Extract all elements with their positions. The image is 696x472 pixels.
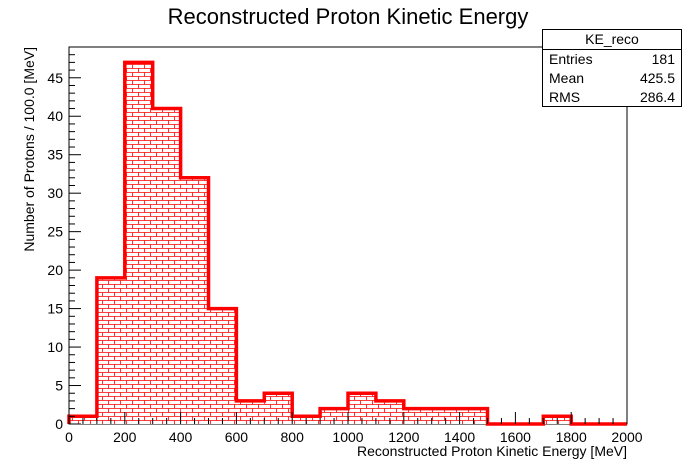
x-axis-label: Reconstructed Proton Kinetic Energy [MeV… [357,443,627,459]
y-tick-label: 5 [55,378,63,394]
histogram-bin [459,408,488,424]
x-tick-label: 800 [281,429,305,445]
y-tick-label: 15 [47,301,63,317]
x-tick-label: 400 [169,429,193,445]
stats-mean-row: Mean 425.5 [543,69,681,88]
y-tick-label: 0 [55,416,63,432]
y-tick-label: 25 [47,224,63,240]
histogram-bin [431,408,460,424]
y-tick-label: 40 [47,108,63,124]
histogram-bin [208,308,237,424]
y-tick-label: 45 [47,70,63,86]
histogram-bin [96,277,125,424]
histogram-bin [152,108,181,424]
histogram-bin [124,62,153,424]
x-tick-label: 1200 [388,429,419,445]
y-tick-label: 30 [47,185,63,201]
y-axis-label: Number of Protons / 100.0 [MeV] [21,47,37,252]
chart-title: Reconstructed Proton Kinetic Energy [167,4,529,29]
y-tick-label: 20 [47,262,63,278]
stats-entries-label: Entries [549,51,593,67]
stats-entries-value: 181 [651,51,675,67]
x-tick-label: 1000 [332,429,363,445]
histogram-bin [236,400,265,424]
stats-rms-value: 286.4 [639,89,675,105]
x-tick-label: 200 [113,429,137,445]
histogram-bin [375,400,404,424]
y-tick-label: 35 [47,147,63,163]
stats-box: KE_reco Entries 181 Mean 425.5 RMS 286.4 [542,29,682,107]
stats-rms-row: RMS 286.4 [543,88,681,107]
x-tick-label: 1400 [444,429,475,445]
histogram-bin [320,408,348,424]
histogram-bin [180,177,209,424]
histogram-bin [403,408,432,424]
y-tick-label: 10 [47,339,63,355]
stats-mean-value: 425.5 [639,70,675,86]
x-tick-label: 600 [225,429,249,445]
x-tick-label: 0 [65,429,73,445]
x-tick-label: 1800 [556,429,587,445]
x-tick-label: 2000 [611,429,642,445]
stats-box-title: KE_reco [543,30,681,50]
x-tick-label: 1600 [500,429,531,445]
stats-rms-label: RMS [549,89,581,105]
stats-entries-row: Entries 181 [543,50,681,69]
stats-mean-label: Mean [549,70,585,86]
